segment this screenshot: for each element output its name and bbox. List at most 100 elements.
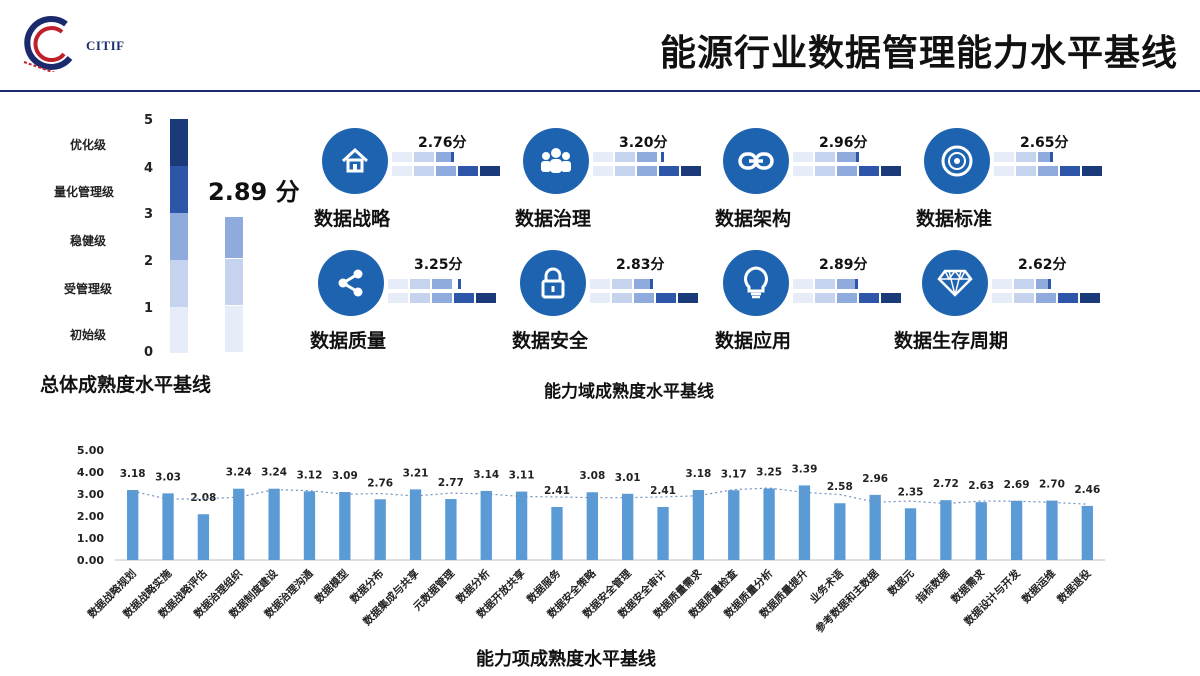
- domain-score-marker: [1047, 279, 1051, 289]
- domain-card-application: 2.89分 数据应用: [715, 250, 923, 360]
- domain-scale-block: [992, 293, 1012, 303]
- domain-card-quality: 3.25分 数据质量: [310, 250, 518, 360]
- category-label: 数据模型: [311, 567, 351, 607]
- domain-bar-block: [436, 152, 452, 162]
- bar-value-label: 2.41: [544, 485, 570, 497]
- domain-bar-block: [615, 152, 635, 162]
- domain-scale-block: [392, 166, 412, 176]
- domain-score-marker: [450, 152, 454, 162]
- bar-value-label: 3.17: [721, 468, 747, 480]
- level-label-optimized: 优化级: [70, 138, 107, 152]
- bar-value-label: 3.01: [615, 472, 641, 484]
- domain-bar-block: [410, 279, 430, 289]
- domain-card-governance: 3.20分 数据治理: [515, 128, 723, 238]
- scale-segment-2: [170, 260, 188, 307]
- house-icon: [322, 128, 388, 194]
- domain-score: 2.89分: [819, 257, 868, 273]
- domain-bar-block: [793, 279, 813, 289]
- capability-bar: [551, 506, 563, 560]
- level-label-managed: 受管理级: [64, 282, 113, 296]
- domain-scale-block: [1082, 166, 1102, 176]
- y-tick-label: 3.00: [77, 488, 104, 501]
- scale-segment-1: [170, 307, 188, 353]
- capability-bar: [975, 502, 987, 560]
- capability-bar: [303, 491, 316, 560]
- capability-bar: [728, 490, 740, 560]
- scale-segment-4: [170, 166, 188, 213]
- domain-bar-top: [590, 279, 702, 289]
- domain-scale-block: [388, 293, 408, 303]
- category-label: 数据元: [884, 567, 917, 600]
- domain-scale-block: [994, 166, 1014, 176]
- bar-value-label: 3.24: [226, 467, 252, 479]
- category-label: 数据运维: [1018, 567, 1058, 607]
- domain-bar-block: [1016, 152, 1036, 162]
- lock-icon: [520, 250, 586, 316]
- domain-score-marker: [854, 279, 858, 289]
- domain-scale-block: [1038, 166, 1058, 176]
- domain-card-security: 2.83分 数据安全: [512, 250, 720, 360]
- domain-score: 2.83分: [616, 257, 665, 273]
- domain-card-strategy: 2.76分 数据战略: [314, 128, 522, 238]
- domain-scale-block: [414, 166, 434, 176]
- domain-bar-block: [992, 279, 1012, 289]
- domain-scale-block: [1058, 293, 1078, 303]
- bar-value-label: 3.11: [509, 470, 535, 482]
- overall-score-segment: [225, 306, 243, 352]
- domain-bar-block: [815, 152, 835, 162]
- domain-scale-block: [1016, 166, 1036, 176]
- capability-bar: [904, 508, 917, 560]
- overall-score-segment: [225, 259, 243, 305]
- level-label-initial: 初始级: [70, 328, 107, 342]
- domain-score: 3.25分: [414, 257, 463, 273]
- diamond-icon: [922, 250, 988, 316]
- domain-scale-block: [612, 293, 632, 303]
- overall-maturity-panel: 优化级 量化管理级 稳健级 受管理级 初始级 5 4 3 2 1 0 2.89 …: [40, 110, 340, 400]
- bar-value-label: 2.35: [898, 486, 924, 498]
- domain-bar-top: [992, 279, 1104, 289]
- domain-score: 3.20分: [619, 135, 668, 151]
- bar-value-label: 2.69: [1004, 479, 1030, 491]
- domain-name: 数据战略: [314, 208, 391, 230]
- header-divider: [0, 90, 1200, 92]
- capability-bar: [233, 488, 245, 560]
- capability-bar: [127, 490, 139, 560]
- capability-bar: [834, 503, 846, 560]
- domain-score-marker: [457, 279, 461, 289]
- bar-value-label: 3.14: [473, 469, 499, 481]
- category-label: 参考数据和主数据: [813, 567, 882, 636]
- tick-0: 0: [144, 345, 154, 360]
- tick-2: 2: [144, 254, 154, 269]
- capability-bar-chart: 0.001.002.003.004.005.003.18数据战略规划3.03数据…: [77, 444, 1105, 636]
- capability-bar: [1046, 500, 1058, 560]
- bar-value-label: 2.72: [933, 478, 959, 490]
- logo-text: CITIF: [86, 38, 125, 53]
- domain-bar-top: [793, 152, 905, 162]
- domain-bar-block: [590, 279, 610, 289]
- domain-card-lifecycle: 2.62分 数据生存周期: [894, 250, 1122, 360]
- disc-icon: [924, 128, 990, 194]
- capability-bar: [480, 490, 492, 560]
- overall-caption: 总体成熟度水平基线: [40, 374, 212, 396]
- domain-scale-block: [793, 293, 813, 303]
- domain-scale-block: [480, 166, 500, 176]
- domain-bar-block: [392, 152, 412, 162]
- capability-bar: [409, 489, 422, 560]
- bar-value-label: 2.77: [438, 477, 464, 489]
- domain-scale-block: [476, 293, 496, 303]
- domain-scale-block: [837, 166, 857, 176]
- scale-segment-5: [170, 119, 188, 166]
- domain-scale-block: [656, 293, 676, 303]
- capability-bar: [162, 493, 174, 560]
- domain-bar-bottom: [793, 166, 905, 176]
- bar-value-label: 2.96: [862, 473, 888, 485]
- capability-bar: [622, 493, 634, 560]
- domain-bar-block: [414, 152, 434, 162]
- domain-scale-block: [881, 293, 901, 303]
- bar-value-label: 2.76: [367, 477, 393, 489]
- domain-bar-bottom: [793, 293, 905, 303]
- bar-value-label: 3.03: [155, 471, 181, 483]
- level-label-robust: 稳健级: [70, 234, 107, 248]
- domain-bar-block: [815, 279, 835, 289]
- domain-score-marker: [1050, 152, 1054, 162]
